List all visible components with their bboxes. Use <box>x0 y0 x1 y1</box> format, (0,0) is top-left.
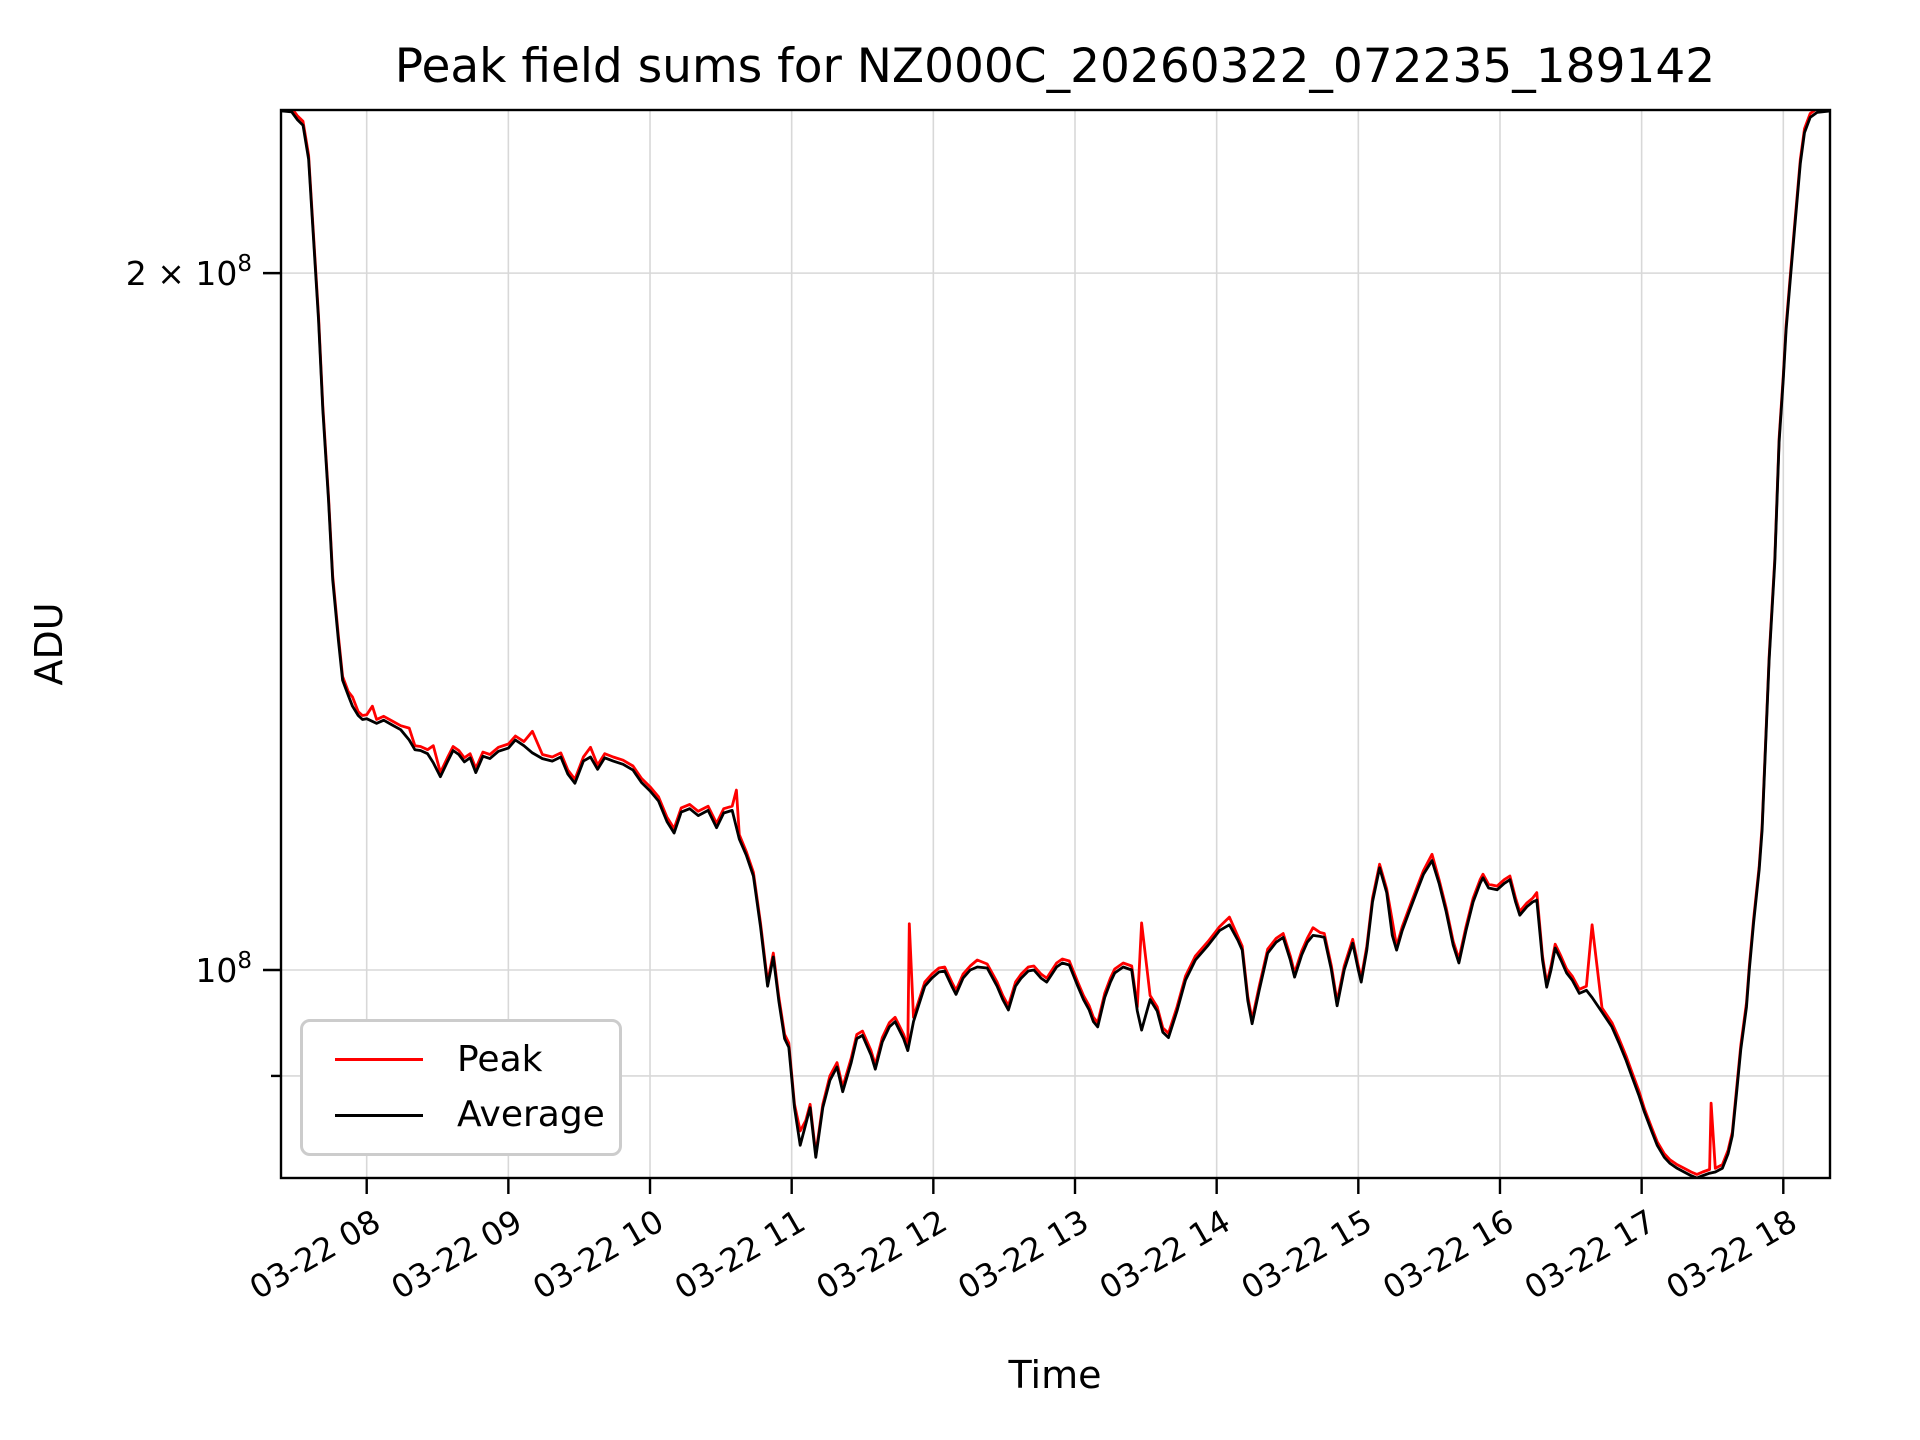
x-tick-label: 03-22 17 <box>1518 1202 1662 1307</box>
y-axis-label: ADU <box>27 602 71 685</box>
x-tick-label: 03-22 10 <box>526 1202 670 1307</box>
x-tick-label: 03-22 18 <box>1660 1202 1804 1307</box>
x-tick-label: 03-22 16 <box>1376 1202 1520 1307</box>
series-lines <box>282 111 1829 1177</box>
series-line-peak <box>292 111 1817 1176</box>
x-tick-label: 03-22 14 <box>1093 1202 1237 1307</box>
legend-row-average: Average <box>335 1097 619 1133</box>
series-line-average <box>282 111 1829 1177</box>
tick-marks <box>263 271 1785 1194</box>
x-tick-label: 03-22 11 <box>668 1202 812 1307</box>
x-tick-label: 03-22 15 <box>1235 1202 1379 1307</box>
legend-label-average: Average <box>457 1094 605 1136</box>
y-tick-label: 108 <box>195 948 252 990</box>
x-tick-label: 03-22 08 <box>243 1202 387 1307</box>
legend-row-peak: Peak <box>335 1038 619 1080</box>
peak-line-sample <box>335 1058 423 1062</box>
legend: Peak Average <box>300 1019 622 1156</box>
x-axis-label: Time <box>1008 1353 1102 1397</box>
x-tick-label: 03-22 12 <box>810 1202 954 1307</box>
average-line-sample <box>335 1113 423 1117</box>
grid <box>281 110 1830 1178</box>
legend-label-peak: Peak <box>457 1038 543 1080</box>
x-tick-label: 03-22 09 <box>385 1202 529 1307</box>
plot-border <box>279 108 1832 1180</box>
x-tick-label: 03-22 13 <box>951 1202 1095 1307</box>
chart-title: Peak field sums for NZ000C_20260322_0722… <box>395 39 1715 94</box>
y-tick-label: 2 × 108 <box>126 251 252 293</box>
